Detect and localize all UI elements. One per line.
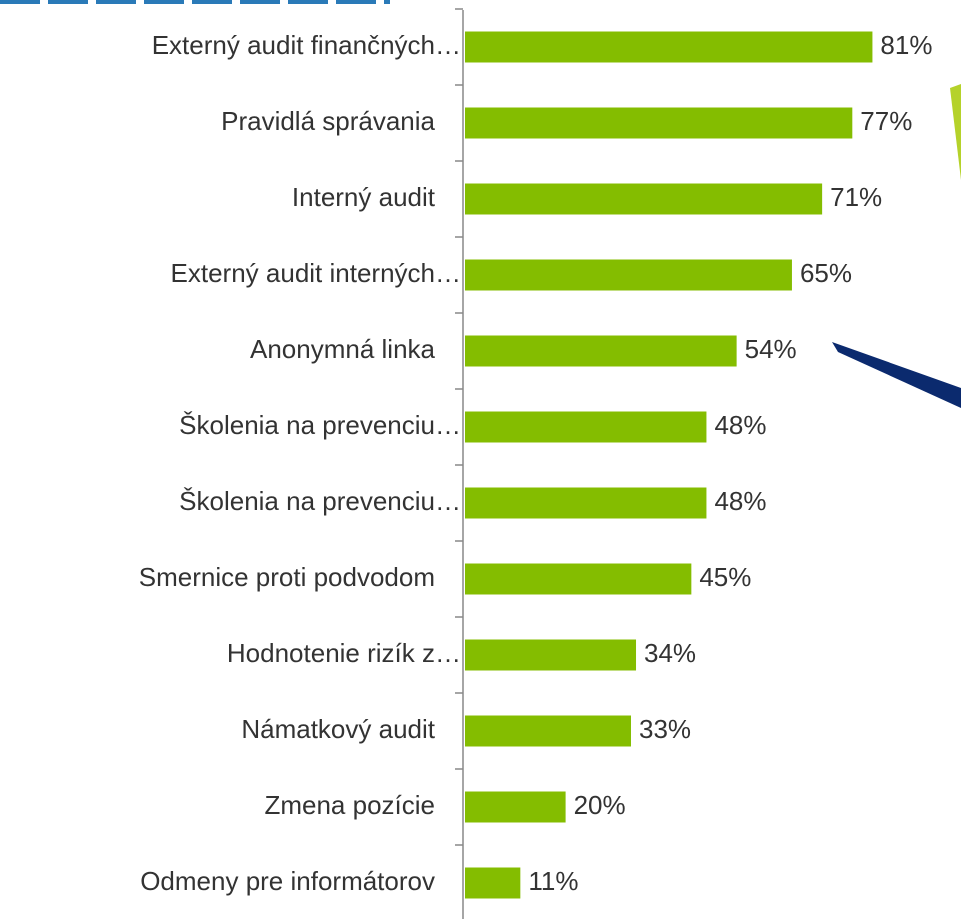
bar — [465, 867, 521, 899]
bar — [465, 715, 631, 747]
category-label: Odmeny pre informátorov — [140, 866, 435, 896]
value-label: 45% — [699, 562, 751, 592]
bar — [465, 183, 823, 215]
category-label: Hodnotenie rizík z… — [227, 638, 461, 668]
value-label: 81% — [880, 30, 932, 60]
bar — [465, 791, 566, 823]
value-label: 54% — [745, 334, 797, 364]
bar — [465, 259, 792, 291]
value-label: 33% — [639, 714, 691, 744]
category-label: Školenia na prevenciu… — [179, 410, 461, 440]
decoration-arrow — [832, 342, 961, 408]
value-label: 34% — [644, 638, 696, 668]
value-label: 48% — [714, 410, 766, 440]
bar — [465, 639, 637, 671]
category-label: Interný audit — [292, 182, 436, 212]
bar — [465, 411, 707, 443]
category-label: Anonymná linka — [250, 334, 436, 364]
value-label: 48% — [714, 486, 766, 516]
bar — [465, 563, 692, 595]
value-label: 65% — [800, 258, 852, 288]
decoration-triangle — [950, 84, 961, 180]
category-label: Školenia na prevenciu… — [179, 486, 461, 516]
bar — [465, 335, 737, 367]
category-label: Smernice proti podvodom — [139, 562, 435, 592]
category-label: Externý audit finančných… — [152, 30, 461, 60]
bar — [465, 31, 873, 63]
category-label: Externý audit interných… — [171, 258, 461, 288]
value-label: 11% — [528, 866, 578, 896]
value-label: 77% — [860, 106, 912, 136]
category-label: Námatkový audit — [241, 714, 435, 744]
value-label: 71% — [830, 182, 882, 212]
bar — [465, 107, 853, 139]
bar — [465, 487, 707, 519]
category-label: Pravidlá správania — [221, 106, 435, 136]
category-label: Zmena pozície — [264, 790, 435, 820]
value-label: 20% — [574, 790, 626, 820]
